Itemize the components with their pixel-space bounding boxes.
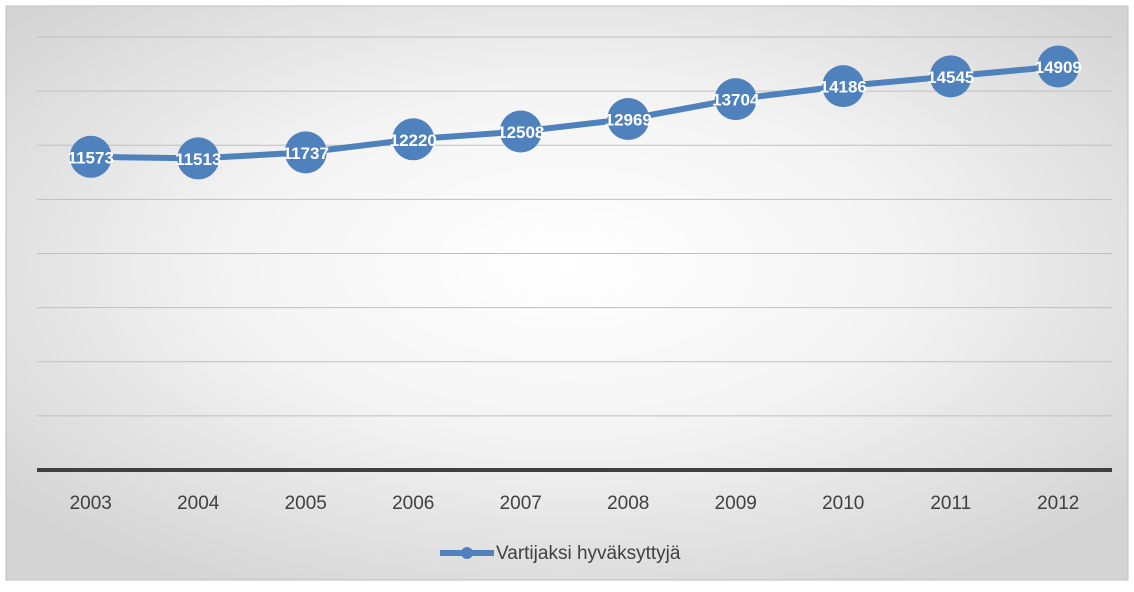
legend-label: Vartijaksi hyväksyttyjä [496,543,681,564]
marker [929,55,972,98]
data-label: 13704 [712,91,760,110]
data-label: 14909 [1035,58,1082,77]
x-tick-label: 2004 [177,493,220,514]
x-tick-label: 2008 [607,493,649,514]
marker [607,98,650,141]
marker [392,118,435,161]
data-label: 14545 [927,68,974,87]
x-tick-label: 2012 [1037,493,1079,514]
marker [177,137,220,180]
x-tick-label: 2007 [500,493,542,514]
data-label: 14186 [820,78,867,97]
x-tick-label: 2005 [285,493,327,514]
data-label: 11513 [175,150,221,169]
x-tick-label: 2010 [822,493,864,514]
marker [714,78,757,121]
x-tick-label: 2003 [70,493,112,514]
line [90,63,1059,162]
marker [284,131,327,174]
marker [69,135,112,178]
x-tick-label: 2006 [392,493,434,514]
data-label: 12969 [605,111,652,130]
data-label: 12508 [497,123,544,142]
data-label: 11573 [68,148,114,167]
marker [1037,45,1080,88]
data-label: 12220 [390,131,437,150]
x-tick-label: 2011 [930,493,971,514]
chart-background [5,5,1129,581]
legend-marker [461,547,473,559]
marker [822,65,865,108]
x-tick-label: 2009 [715,493,757,514]
data-label: 11737 [283,144,329,163]
marker [499,110,542,153]
